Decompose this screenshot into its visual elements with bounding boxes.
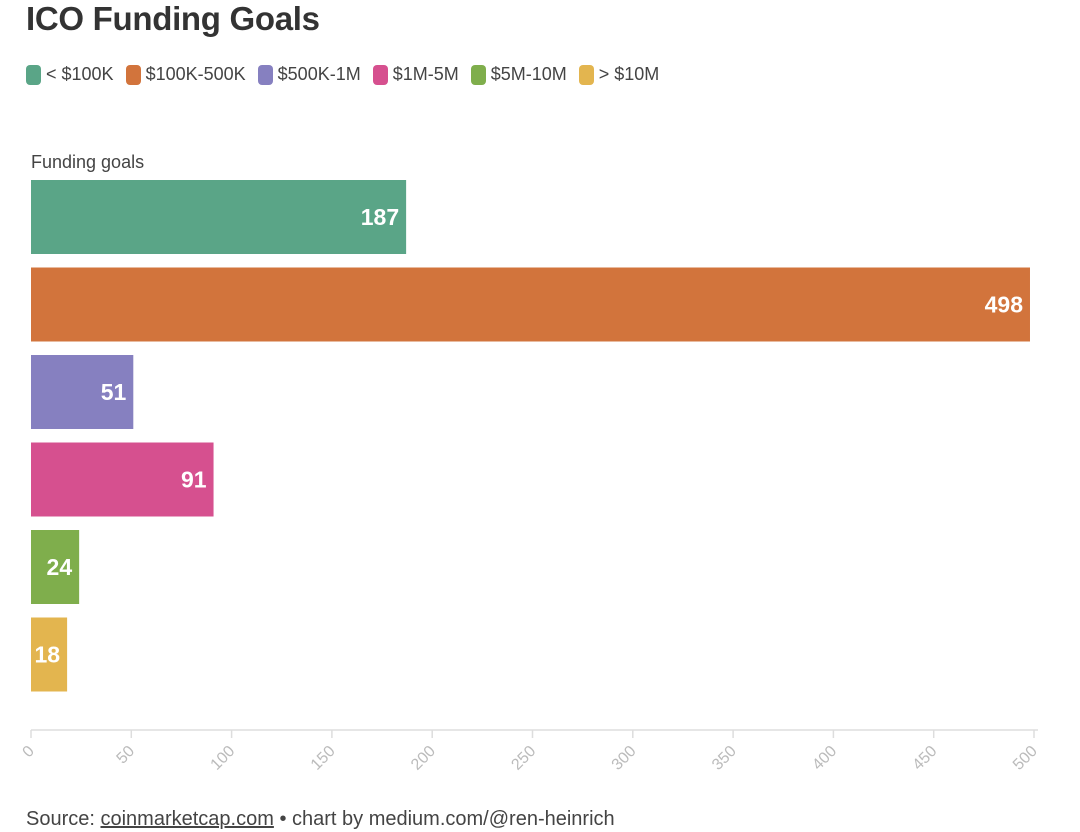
legend-label: < $100K (46, 64, 114, 84)
x-tick-label: 300 (609, 743, 640, 774)
source-suffix: • chart by medium.com/@ren-heinrich (273, 808, 615, 830)
bar (31, 530, 80, 604)
legend-swatch (578, 64, 594, 85)
bars-group: 187 498 51 91 24 18 (31, 180, 1030, 692)
y-axis-title: Funding goals (31, 152, 144, 172)
bar (31, 180, 407, 254)
x-tick-label: 350 (709, 743, 740, 774)
x-tick-label: 500 (1010, 743, 1041, 774)
legend-item: < $100K (26, 64, 114, 85)
bar (31, 617, 68, 692)
bar-value-label: 24 (47, 554, 73, 580)
x-tick-label: 400 (809, 743, 840, 774)
legend-label: $500K-1M (277, 64, 361, 84)
legend-label: $1M-5M (392, 64, 459, 84)
bar-value-label: 91 (181, 467, 207, 493)
legend-swatch (26, 64, 41, 85)
legend: < $100K $100K-500K $500K-1M $1M-5M $5M-1… (26, 64, 671, 85)
legend-item: $100K-500K (125, 64, 246, 85)
legend-label: $5M-10M (490, 64, 567, 84)
legend-swatch (257, 64, 273, 85)
legend-label: $100K-500K (145, 64, 246, 84)
bar (31, 442, 214, 517)
bar-value-label: 498 (985, 292, 1024, 318)
bar-value-label: 51 (101, 379, 127, 405)
bar (31, 267, 1030, 342)
x-axis: 0 50 100 150 200 250 300 350 400 450 500 (20, 729, 1041, 774)
legend-item: > $10M (578, 64, 660, 85)
x-tick-label: 0 (20, 743, 38, 761)
bar-value-label: 187 (361, 204, 399, 230)
legend-swatch (372, 64, 388, 85)
legend-swatch (125, 64, 141, 85)
source-prefix: Source: (26, 808, 101, 830)
source-footer: Source: coinmarketcap.com • chart by med… (26, 808, 615, 831)
x-tick-label: 50 (114, 743, 139, 768)
x-tick-label: 100 (208, 743, 239, 774)
x-tick-label: 250 (508, 743, 539, 774)
x-tick-label: 150 (308, 743, 339, 774)
legend-swatch (470, 64, 486, 85)
bar-value-label: 18 (35, 642, 61, 668)
x-tick-label: 450 (910, 743, 941, 774)
chart-title: ICO Funding Goals (26, 0, 320, 37)
legend-item: $1M-5M (372, 64, 459, 85)
source-link[interactable]: coinmarketcap.com (100, 808, 274, 830)
legend-item: $5M-10M (470, 64, 567, 85)
legend-item: $500K-1M (257, 64, 361, 85)
bar-chart: Funding goals 187 498 51 91 24 18 0 50 100 150 20… (20, 152, 1041, 774)
bar (31, 355, 134, 429)
legend-label: > $10M (598, 64, 660, 84)
x-tick-label: 200 (408, 743, 439, 774)
